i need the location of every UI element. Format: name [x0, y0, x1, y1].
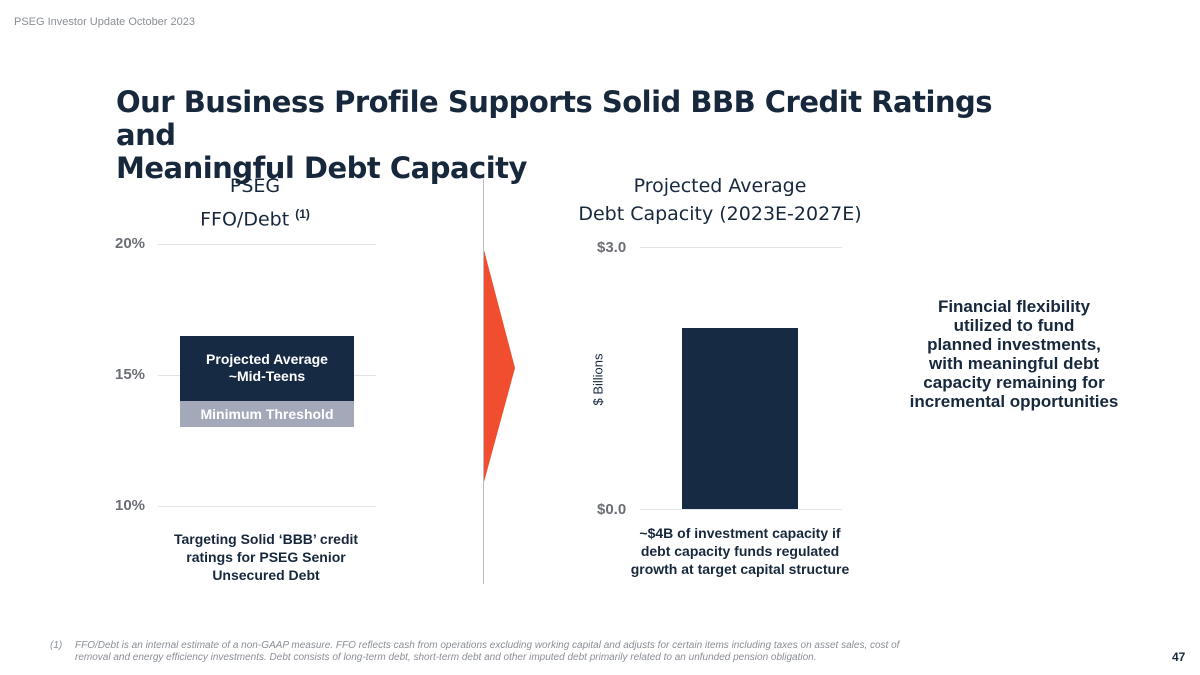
right-text-line6: incremental opportunities — [909, 392, 1119, 411]
left-caption-line3: Unsecured Debt — [212, 567, 320, 583]
right-chart-title: Projected Average Debt Capacity (2023E-2… — [560, 172, 880, 228]
right-gridline — [640, 247, 842, 248]
minimum-threshold-bar: Minimum Threshold — [180, 401, 354, 428]
right-caption-line1: ~$4B of investment capacity if — [639, 525, 841, 541]
left-chart-title: PSEG FFO/Debt (1) — [155, 172, 355, 233]
left-ytick-10: 10% — [115, 497, 146, 514]
page-title: Our Business Profile Supports Solid BBB … — [116, 86, 1016, 185]
minimum-threshold-label: Minimum Threshold — [200, 406, 334, 423]
financial-flexibility-text: Financial flexibility utilized to fund p… — [900, 297, 1128, 411]
right-text-line2: utilized to fund — [953, 316, 1075, 335]
page-title-line1: Our Business Profile Supports Solid BBB … — [116, 85, 993, 152]
arrow-shape — [484, 250, 515, 482]
divider-line — [483, 179, 484, 584]
left-chart-title-line1: PSEG — [229, 175, 281, 197]
right-caption: ~$4B of investment capacity if debt capa… — [620, 524, 860, 578]
footnote-number: (1) — [50, 640, 63, 651]
right-text-line1: Financial flexibility — [937, 297, 1091, 316]
footnote: (1) FFO/Debt is an internal estimate of … — [50, 640, 930, 664]
left-gridline — [158, 244, 376, 245]
right-gridline — [640, 509, 842, 510]
left-caption-line1: Targeting Solid ‘BBB’ credit — [173, 531, 359, 547]
right-text-line5: capacity remaining for — [923, 373, 1105, 392]
right-text-line3: planned investments, — [927, 335, 1101, 354]
left-ytick-20: 20% — [115, 235, 146, 252]
right-caption-line3: growth at target capital structure — [630, 561, 850, 577]
footnote-ref: (1) — [295, 207, 310, 221]
projected-average-bar: Projected Average ~Mid-Teens — [180, 335, 354, 402]
page-title-line2: Meaningful Debt Capacity — [116, 151, 527, 185]
left-caption-line2: ratings for PSEG Senior — [186, 549, 346, 565]
right-chart-title-line2: Debt Capacity (2023E-2027E) — [578, 203, 862, 225]
chevron-arrow-icon — [484, 250, 515, 482]
left-chart-title-line2: FFO/Debt (1) — [200, 207, 310, 231]
right-text-line4: with meaningful debt — [929, 354, 1099, 373]
left-caption: Targeting Solid ‘BBB’ credit ratings for… — [150, 530, 382, 584]
projected-average-label-line2: ~Mid-Teens — [228, 368, 306, 385]
right-ytick-0: $0.0 — [597, 501, 627, 518]
footnote-text: FFO/Debt is an internal estimate of a no… — [75, 640, 900, 663]
page-number: 47 — [1172, 650, 1186, 664]
left-ytick-15: 15% — [115, 366, 146, 383]
left-gridline — [158, 506, 376, 507]
right-ytick-3: $3.0 — [597, 239, 627, 256]
right-ylabel: $ Billions — [590, 353, 606, 406]
right-chart-title-line1: Projected Average — [633, 175, 807, 197]
header-text: PSEG Investor Update October 2023 — [14, 16, 195, 28]
right-caption-line2: debt capacity funds regulated — [640, 543, 840, 559]
projected-average-label-line1: Projected Average — [206, 351, 328, 368]
debt-capacity-bar — [682, 328, 798, 509]
